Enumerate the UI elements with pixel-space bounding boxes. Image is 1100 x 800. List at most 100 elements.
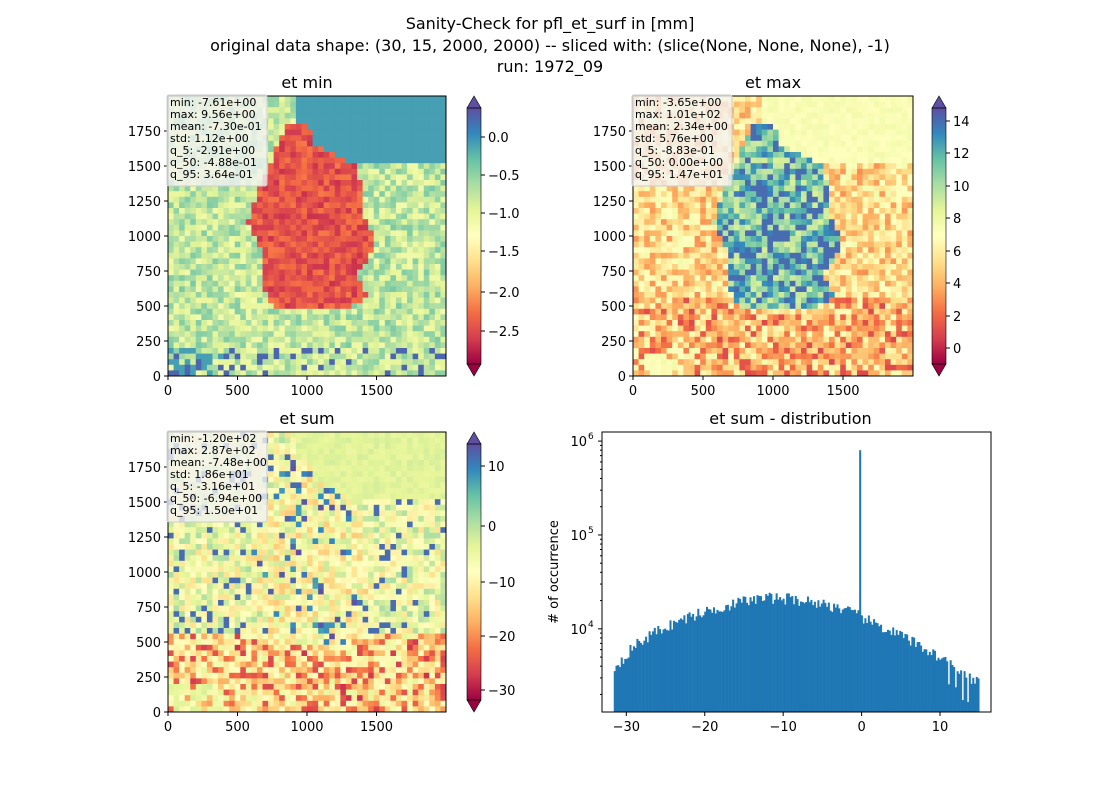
heatmap-cell xyxy=(368,196,375,203)
heatmap-cell xyxy=(806,196,813,203)
stats-line: q_95: 3.64e-01 xyxy=(170,168,253,181)
heatmap-cell xyxy=(234,292,241,298)
heatmap-cell xyxy=(340,180,347,186)
heatmap-cell xyxy=(201,241,208,248)
heatmap-cell xyxy=(789,224,796,231)
heatmap-cell xyxy=(644,348,651,354)
heatmap-cell xyxy=(767,185,774,192)
heatmap-cell xyxy=(638,202,645,209)
heatmap-cell xyxy=(379,297,386,304)
heatmap-cell xyxy=(823,280,830,287)
heatmap-cell xyxy=(801,258,807,265)
heatmap-cell xyxy=(384,163,391,170)
heatmap-cell xyxy=(407,112,414,119)
heatmap-cell xyxy=(218,230,224,237)
heatmap-cell xyxy=(795,230,802,237)
heatmap-cell xyxy=(384,135,391,142)
heatmap-cell xyxy=(379,275,386,282)
heatmap-cell xyxy=(290,107,297,114)
heatmap-cell xyxy=(262,348,269,354)
heatmap-cell xyxy=(739,252,746,259)
heatmap-cell xyxy=(223,224,230,231)
heatmap-cell xyxy=(801,196,807,203)
heatmap-cell xyxy=(817,348,824,354)
heatmap-cell xyxy=(761,348,768,354)
heatmap-cell xyxy=(329,252,336,259)
heatmap-cell xyxy=(184,308,191,315)
heatmap-cell xyxy=(896,146,903,153)
heatmap-cell xyxy=(823,325,830,332)
heatmap-cell xyxy=(256,252,263,259)
heatmap-cell xyxy=(429,303,436,310)
heatmap-cell xyxy=(857,247,863,254)
heatmap-cell xyxy=(384,185,391,192)
heatmap-cell xyxy=(733,140,740,147)
heatmap-cell xyxy=(638,331,645,338)
heatmap-cell xyxy=(845,342,852,349)
heatmap-cell xyxy=(301,236,308,242)
heatmap-cell xyxy=(218,314,224,321)
heatmap-cell xyxy=(301,353,308,360)
heatmap-cell xyxy=(395,124,402,130)
heatmap-cell xyxy=(429,280,436,287)
heatmap-cell xyxy=(823,264,830,270)
heatmap-cell xyxy=(778,140,785,147)
heatmap-cell xyxy=(761,185,768,192)
heatmap-cell xyxy=(190,252,197,259)
heatmap-cell xyxy=(801,174,807,181)
heatmap-cell xyxy=(907,331,914,338)
heatmap-cell xyxy=(307,359,313,366)
heatmap-cell xyxy=(801,118,807,125)
heatmap-cell xyxy=(395,118,402,125)
heatmap-cell xyxy=(329,230,336,237)
heatmap-cell xyxy=(379,191,386,198)
heatmap-cell xyxy=(195,320,202,326)
heatmap-cell xyxy=(251,325,258,332)
heatmap-cell xyxy=(683,252,690,259)
heatmap-cell xyxy=(273,348,280,354)
heatmap-cell xyxy=(677,336,684,343)
heatmap-cell xyxy=(362,118,369,125)
heatmap-cell xyxy=(307,241,313,248)
heatmap-cell xyxy=(307,247,313,254)
heatmap-cell xyxy=(268,168,275,175)
heatmap-cell xyxy=(395,185,402,192)
heatmap-cell xyxy=(879,163,886,170)
heatmap-cell xyxy=(268,196,275,203)
heatmap-cell xyxy=(767,213,774,220)
heatmap-cell xyxy=(767,96,774,102)
heatmap-cell xyxy=(717,191,723,198)
heatmap-cell xyxy=(429,157,436,164)
heatmap-cell xyxy=(184,241,191,248)
heatmap-cell xyxy=(256,275,263,282)
heatmap-cell xyxy=(851,325,858,332)
heatmap-cell xyxy=(345,320,352,326)
heatmap-cell xyxy=(784,331,791,338)
heatmap-cell xyxy=(845,241,852,248)
heatmap-cell xyxy=(817,336,824,343)
heatmap-cell xyxy=(429,135,436,142)
heatmap-cell xyxy=(390,336,397,343)
heatmap-cell xyxy=(879,208,886,214)
heatmap-cell xyxy=(218,236,224,242)
heatmap-cell xyxy=(761,303,768,310)
heatmap-cell xyxy=(412,280,419,287)
heatmap-cell xyxy=(845,247,852,254)
heatmap-cell xyxy=(829,236,835,242)
heatmap-cell xyxy=(184,264,191,270)
heatmap-cell xyxy=(218,275,224,282)
heatmap-cell xyxy=(268,348,275,354)
heatmap-cell xyxy=(750,168,757,175)
heatmap-cell xyxy=(722,297,729,304)
heatmap-cell xyxy=(745,185,751,192)
heatmap-cell xyxy=(440,208,447,214)
heatmap-cell xyxy=(395,191,402,198)
heatmap-cell xyxy=(789,107,796,114)
heatmap-cell xyxy=(251,219,258,226)
heatmap-cell xyxy=(184,191,191,198)
heatmap-cell xyxy=(845,118,852,125)
heatmap-cell xyxy=(733,308,740,315)
heatmap-cell xyxy=(307,118,313,125)
heatmap-cell xyxy=(390,146,397,153)
heatmap-cell xyxy=(268,252,275,259)
